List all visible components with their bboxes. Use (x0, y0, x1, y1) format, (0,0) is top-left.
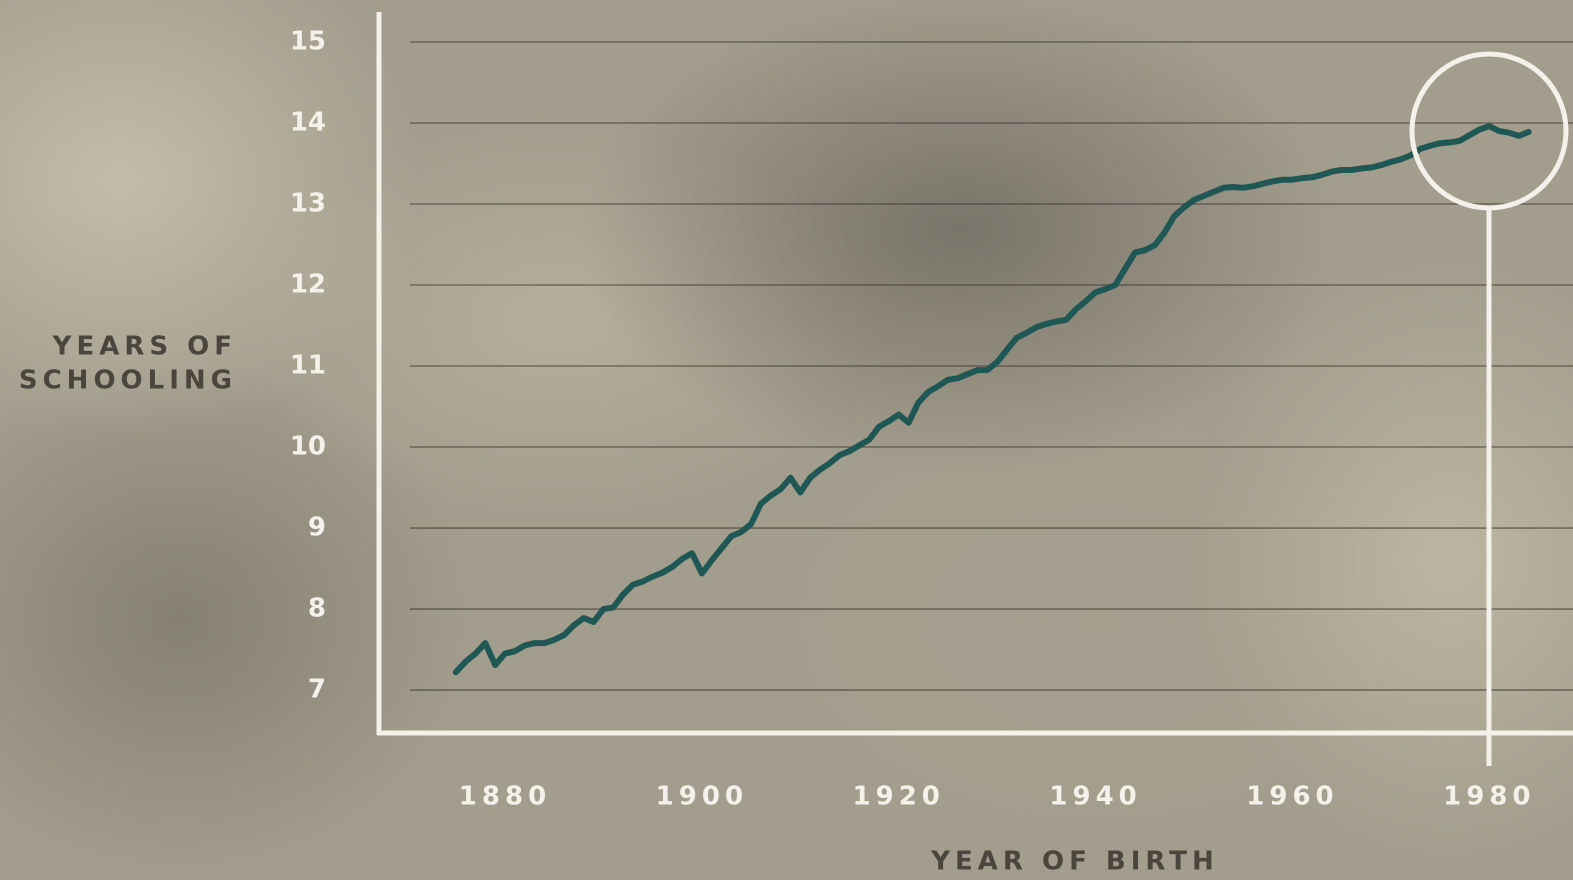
x-tick-label: 1920 (853, 782, 945, 812)
y-tick-label: 7 (308, 675, 326, 705)
x-tick-label: 1980 (1443, 782, 1535, 812)
y-tick-label: 13 (290, 188, 326, 218)
x-tick-label: 1960 (1246, 782, 1338, 812)
x-axis-label: YEAR OF BIRTH (930, 847, 1219, 877)
data-line (452, 123, 1532, 676)
x-tick-label: 1880 (459, 782, 551, 812)
y-tick-label: 12 (290, 270, 326, 300)
y-tick-label: 14 (290, 107, 326, 137)
x-tick-label: 1900 (656, 782, 748, 812)
y-axis-label: YEARS OF (52, 332, 237, 362)
y-tick-label: 9 (308, 513, 326, 543)
plot (452, 123, 1532, 676)
x-tick-label: 1940 (1049, 782, 1141, 812)
y-tick-label: 11 (290, 351, 326, 381)
y-tick-label: 8 (308, 594, 326, 624)
y-axis-label: SCHOOLING (19, 366, 237, 396)
highlight-circle (1409, 51, 1569, 211)
y-tick-label: 15 (290, 26, 326, 56)
y-tick-label: 10 (290, 432, 326, 462)
